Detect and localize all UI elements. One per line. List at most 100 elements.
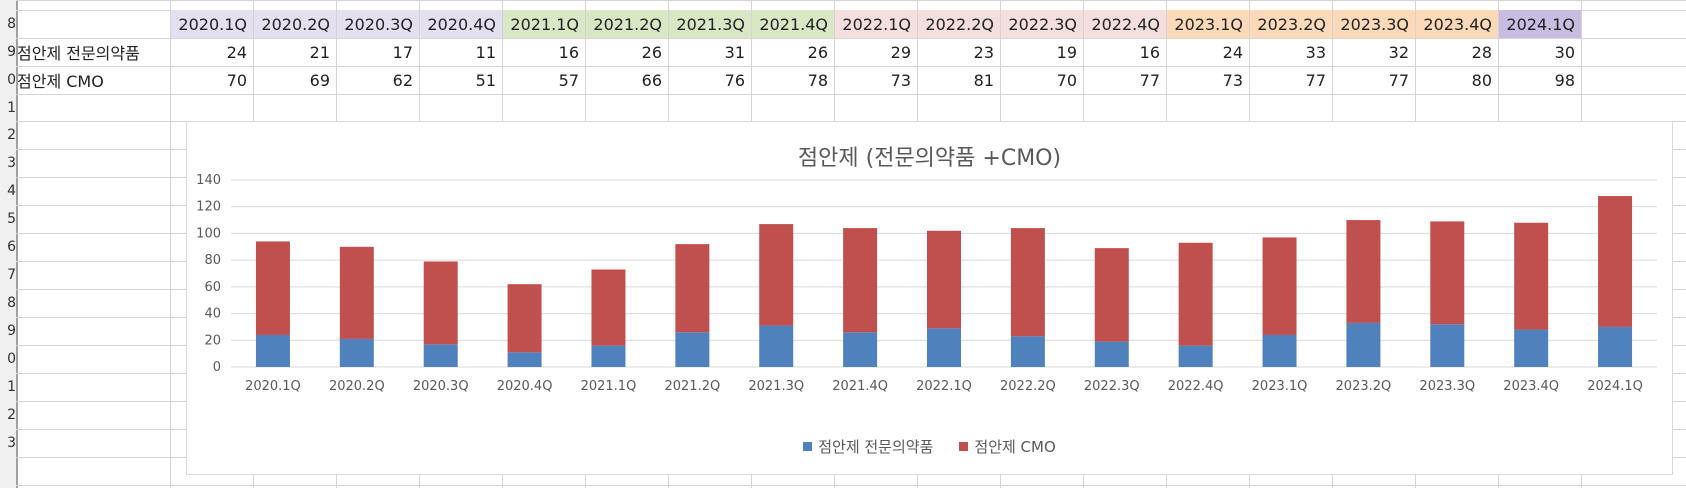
value-cell[interactable]: 77 [1305, 70, 1326, 90]
row-label[interactable]: 점안제 전문의약품 [17, 44, 140, 63]
value-cell[interactable]: 30 [1554, 42, 1575, 62]
quarter-header-cell[interactable]: 2020.3Q [337, 10, 419, 38]
row-number[interactable]: 1 [7, 379, 16, 395]
bar-rx-segment[interactable] [1010, 336, 1045, 367]
bar-rx-segment[interactable] [423, 344, 458, 367]
bar-cmo-segment[interactable] [1598, 196, 1633, 327]
value-cell[interactable]: 31 [724, 42, 745, 62]
quarter-header-cell[interactable]: 2020.1Q [171, 10, 253, 38]
bar-rx-segment[interactable] [675, 332, 710, 367]
value-cell[interactable]: 66 [641, 70, 662, 90]
value-cell[interactable]: 32 [1388, 42, 1409, 62]
bar-cmo-segment[interactable] [1430, 221, 1465, 325]
bar-cmo-segment[interactable] [1262, 237, 1297, 335]
quarter-header-cell[interactable]: 2021.3Q [669, 10, 751, 38]
value-cell[interactable]: 24 [1222, 42, 1243, 62]
bar-cmo-segment[interactable] [843, 228, 878, 333]
bar-rx-segment[interactable] [927, 328, 961, 367]
value-cell[interactable]: 73 [890, 70, 911, 90]
bar-rx-segment[interactable] [843, 332, 878, 367]
value-cell[interactable]: 76 [724, 70, 745, 90]
bar-cmo-segment[interactable] [759, 224, 794, 326]
bar-cmo-segment[interactable] [255, 241, 290, 335]
row-number[interactable]: 2 [7, 127, 16, 143]
value-cell[interactable]: 16 [1139, 42, 1160, 62]
quarter-header-cell[interactable]: 2022.1Q [835, 10, 917, 38]
row-number[interactable]: 9 [7, 44, 16, 60]
value-cell[interactable]: 26 [807, 42, 828, 62]
bar-cmo-segment[interactable] [339, 246, 374, 339]
value-cell[interactable]: 19 [1056, 42, 1077, 62]
bar-rx-segment[interactable] [759, 325, 794, 367]
value-cell[interactable]: 26 [641, 42, 662, 62]
value-cell[interactable]: 70 [1056, 70, 1077, 90]
value-cell[interactable]: 57 [558, 70, 579, 90]
bar-rx-segment[interactable] [255, 334, 290, 367]
row-number[interactable]: 6 [7, 239, 16, 255]
row-label[interactable]: 점안제 CMO [17, 72, 104, 91]
quarter-header-cell[interactable]: 2022.4Q [1084, 10, 1166, 38]
bar-cmo-segment[interactable] [591, 269, 626, 346]
value-cell[interactable]: 16 [558, 42, 579, 62]
bar-rx-segment[interactable] [1430, 324, 1465, 367]
row-number[interactable]: 7 [0, 0, 16, 10]
quarter-header-cell[interactable]: 2023.2Q [1250, 10, 1332, 38]
row-number[interactable]: 8 [7, 295, 16, 311]
row-number[interactable]: 3 [7, 155, 16, 171]
quarter-header-cell[interactable]: 2024.1Q [1499, 10, 1581, 38]
row-number[interactable]: 7 [7, 267, 16, 283]
value-cell[interactable]: 23 [973, 42, 994, 62]
bar-rx-segment[interactable] [507, 352, 542, 367]
bar-cmo-segment[interactable] [1346, 220, 1381, 323]
value-cell[interactable]: 98 [1554, 70, 1575, 90]
value-cell[interactable]: 80 [1471, 70, 1492, 90]
row-number[interactable]: 2 [7, 407, 16, 423]
bar-rx-segment[interactable] [339, 338, 374, 367]
quarter-header-cell[interactable]: 2023.4Q [1416, 10, 1498, 38]
value-cell[interactable]: 11 [475, 42, 496, 62]
bar-cmo-segment[interactable] [1178, 242, 1213, 346]
row-number[interactable]: 9 [7, 323, 16, 339]
bar-rx-segment[interactable] [591, 345, 626, 367]
bar-cmo-segment[interactable] [507, 284, 542, 353]
value-cell[interactable]: 73 [1222, 70, 1243, 90]
bar-rx-segment[interactable] [1094, 341, 1129, 367]
value-cell[interactable]: 78 [807, 70, 828, 90]
quarter-header-cell[interactable]: 2020.2Q [254, 10, 336, 38]
value-cell[interactable]: 24 [226, 42, 247, 62]
value-cell[interactable]: 77 [1388, 70, 1409, 90]
value-cell[interactable]: 62 [392, 70, 413, 90]
bar-rx-segment[interactable] [1346, 322, 1381, 367]
value-cell[interactable]: 33 [1305, 42, 1326, 62]
value-cell[interactable]: 28 [1471, 42, 1492, 62]
quarter-header-cell[interactable]: 2023.1Q [1167, 10, 1249, 38]
row-number[interactable]: 4 [7, 183, 16, 199]
bar-cmo-segment[interactable] [927, 230, 961, 329]
value-cell[interactable]: 81 [973, 70, 994, 90]
bar-cmo-segment[interactable] [675, 244, 710, 333]
quarter-header-cell[interactable]: 2023.3Q [1333, 10, 1415, 38]
bar-rx-segment[interactable] [1514, 329, 1549, 367]
bar-cmo-segment[interactable] [423, 261, 458, 345]
bar-rx-segment[interactable] [1598, 326, 1633, 367]
row-number[interactable]: 0 [7, 351, 16, 367]
bar-cmo-segment[interactable] [1094, 248, 1129, 342]
row-number[interactable]: 1 [7, 100, 16, 116]
quarter-header-cell[interactable]: 2021.1Q [503, 10, 585, 38]
bar-rx-segment[interactable] [1262, 334, 1297, 367]
quarter-header-cell[interactable]: 2021.4Q [752, 10, 834, 38]
row-number[interactable]: 3 [7, 435, 16, 451]
value-cell[interactable]: 51 [475, 70, 496, 90]
value-cell[interactable]: 77 [1139, 70, 1160, 90]
bar-cmo-segment[interactable] [1010, 228, 1045, 337]
row-number[interactable]: 8 [7, 16, 16, 32]
quarter-header-cell[interactable]: 2021.2Q [586, 10, 668, 38]
bar-rx-segment[interactable] [1178, 345, 1213, 367]
row-number[interactable]: 0 [7, 72, 16, 88]
quarter-header-cell[interactable]: 2022.2Q [918, 10, 1000, 38]
value-cell[interactable]: 21 [309, 42, 330, 62]
bar-cmo-segment[interactable] [1514, 222, 1549, 330]
value-cell[interactable]: 17 [392, 42, 413, 62]
row-number[interactable]: 5 [7, 211, 16, 227]
quarter-header-cell[interactable]: 2020.4Q [420, 10, 502, 38]
